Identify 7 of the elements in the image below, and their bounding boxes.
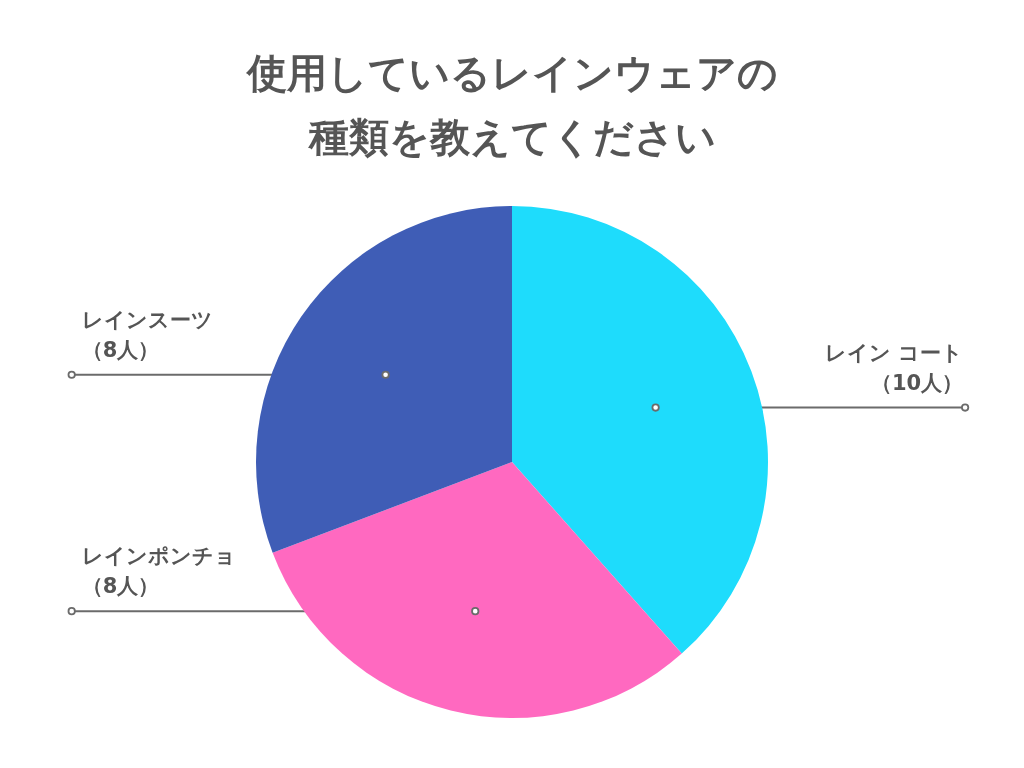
chart-title: 使用しているレインウェアの種類を教えてください bbox=[244, 50, 778, 160]
data-label: （10人） bbox=[870, 370, 964, 395]
data-label: （8人） bbox=[81, 574, 160, 599]
slice-label: レインポンチョ bbox=[81, 544, 236, 569]
slice-label: レイン コート bbox=[824, 340, 964, 365]
data-label: （8人） bbox=[81, 337, 160, 362]
slice-label: レインスーツ bbox=[81, 307, 213, 332]
